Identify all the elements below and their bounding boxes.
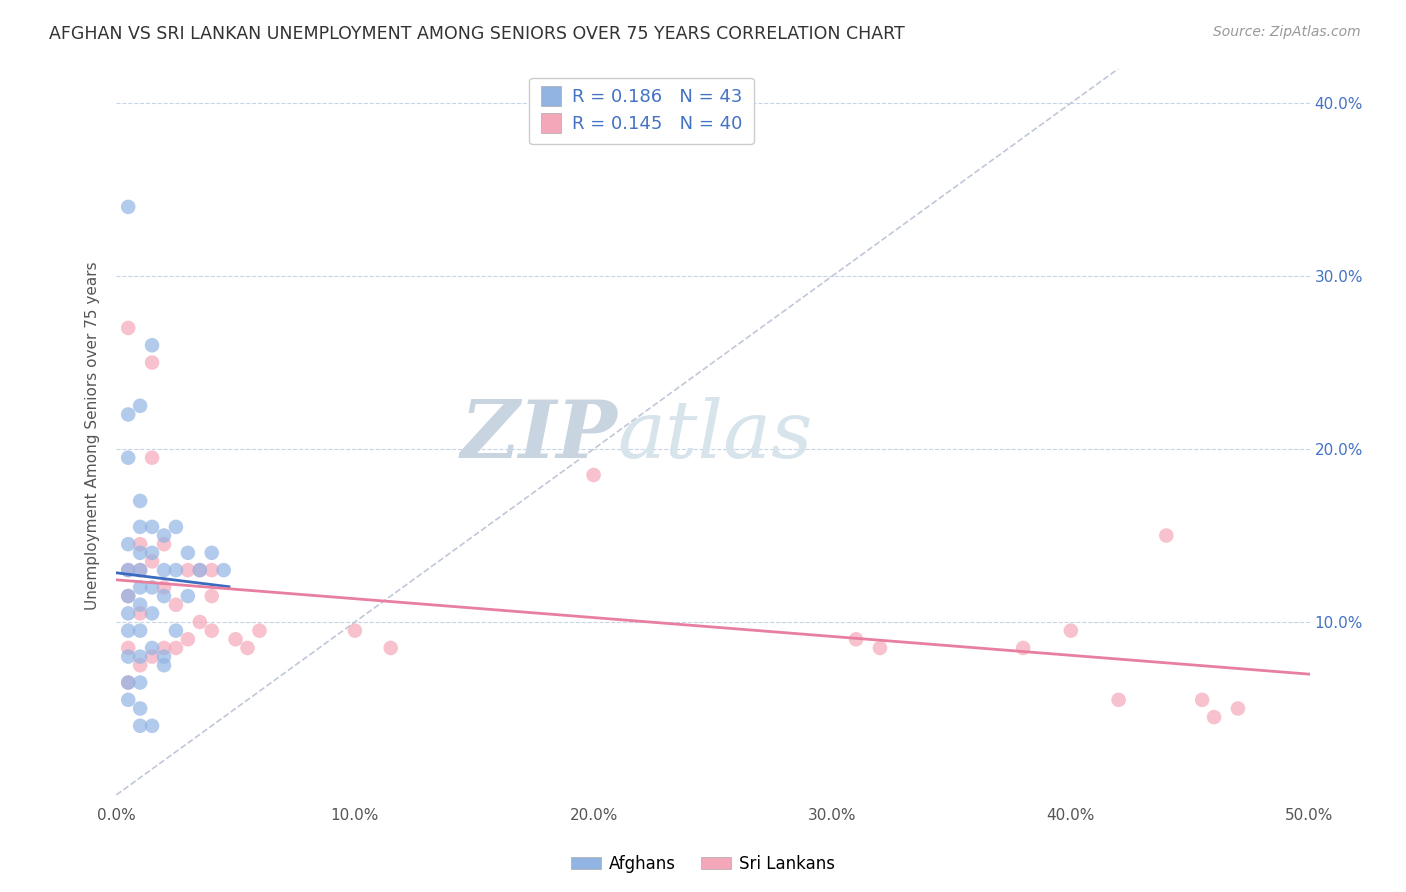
Point <box>129 494 152 508</box>
Point <box>1060 624 1083 638</box>
Point <box>343 624 366 638</box>
Point <box>177 563 200 577</box>
Point <box>129 537 152 551</box>
Point <box>188 563 211 577</box>
Point <box>249 624 271 638</box>
Point <box>236 640 259 655</box>
Point <box>141 640 163 655</box>
Point <box>212 563 235 577</box>
Text: Source: ZipAtlas.com: Source: ZipAtlas.com <box>1213 25 1361 39</box>
Legend: R = 0.186   N = 43, R = 0.145   N = 40: R = 0.186 N = 43, R = 0.145 N = 40 <box>529 78 754 145</box>
Point <box>153 581 176 595</box>
Point <box>129 546 152 560</box>
Point <box>1226 701 1249 715</box>
Point <box>117 589 139 603</box>
Point <box>141 554 163 568</box>
Point <box>188 563 211 577</box>
Point <box>141 355 163 369</box>
Point <box>380 640 402 655</box>
Point <box>1202 710 1225 724</box>
Text: atlas: atlas <box>617 397 813 475</box>
Point <box>129 658 152 673</box>
Y-axis label: Unemployment Among Seniors over 75 years: Unemployment Among Seniors over 75 years <box>86 261 100 610</box>
Point <box>1191 693 1213 707</box>
Point <box>177 632 200 647</box>
Point <box>129 598 152 612</box>
Point <box>141 649 163 664</box>
Point <box>117 563 139 577</box>
Point <box>117 675 139 690</box>
Point <box>117 624 139 638</box>
Point <box>117 649 139 664</box>
Point <box>165 640 187 655</box>
Point <box>153 658 176 673</box>
Point <box>117 450 139 465</box>
Point <box>129 520 152 534</box>
Point <box>117 693 139 707</box>
Point <box>165 598 187 612</box>
Point <box>201 624 224 638</box>
Point <box>117 563 139 577</box>
Legend: Afghans, Sri Lankans: Afghans, Sri Lankans <box>564 848 842 880</box>
Point <box>129 624 152 638</box>
Point <box>141 607 163 621</box>
Point <box>201 589 224 603</box>
Point <box>141 450 163 465</box>
Point <box>165 624 187 638</box>
Point <box>129 399 152 413</box>
Point <box>129 581 152 595</box>
Point <box>117 607 139 621</box>
Point <box>129 649 152 664</box>
Point <box>188 615 211 629</box>
Point <box>153 563 176 577</box>
Point <box>177 546 200 560</box>
Point <box>117 675 139 690</box>
Point <box>117 640 139 655</box>
Point <box>117 200 139 214</box>
Point <box>141 520 163 534</box>
Point <box>153 589 176 603</box>
Point <box>177 589 200 603</box>
Point <box>117 589 139 603</box>
Point <box>201 546 224 560</box>
Point <box>129 701 152 715</box>
Point <box>869 640 891 655</box>
Point <box>129 719 152 733</box>
Text: AFGHAN VS SRI LANKAN UNEMPLOYMENT AMONG SENIORS OVER 75 YEARS CORRELATION CHART: AFGHAN VS SRI LANKAN UNEMPLOYMENT AMONG … <box>49 25 905 43</box>
Point <box>129 563 152 577</box>
Point <box>1156 528 1178 542</box>
Point <box>117 537 139 551</box>
Point <box>582 467 605 482</box>
Point <box>129 607 152 621</box>
Point <box>141 546 163 560</box>
Point <box>1108 693 1130 707</box>
Point <box>1012 640 1035 655</box>
Point <box>153 528 176 542</box>
Text: ZIP: ZIP <box>461 397 617 475</box>
Point <box>153 640 176 655</box>
Point <box>141 581 163 595</box>
Point <box>141 719 163 733</box>
Point <box>117 321 139 335</box>
Point <box>845 632 868 647</box>
Point <box>153 649 176 664</box>
Point <box>129 675 152 690</box>
Point <box>153 537 176 551</box>
Point <box>225 632 247 647</box>
Point <box>117 408 139 422</box>
Point <box>129 563 152 577</box>
Point <box>165 563 187 577</box>
Point <box>141 338 163 352</box>
Point <box>201 563 224 577</box>
Point <box>165 520 187 534</box>
